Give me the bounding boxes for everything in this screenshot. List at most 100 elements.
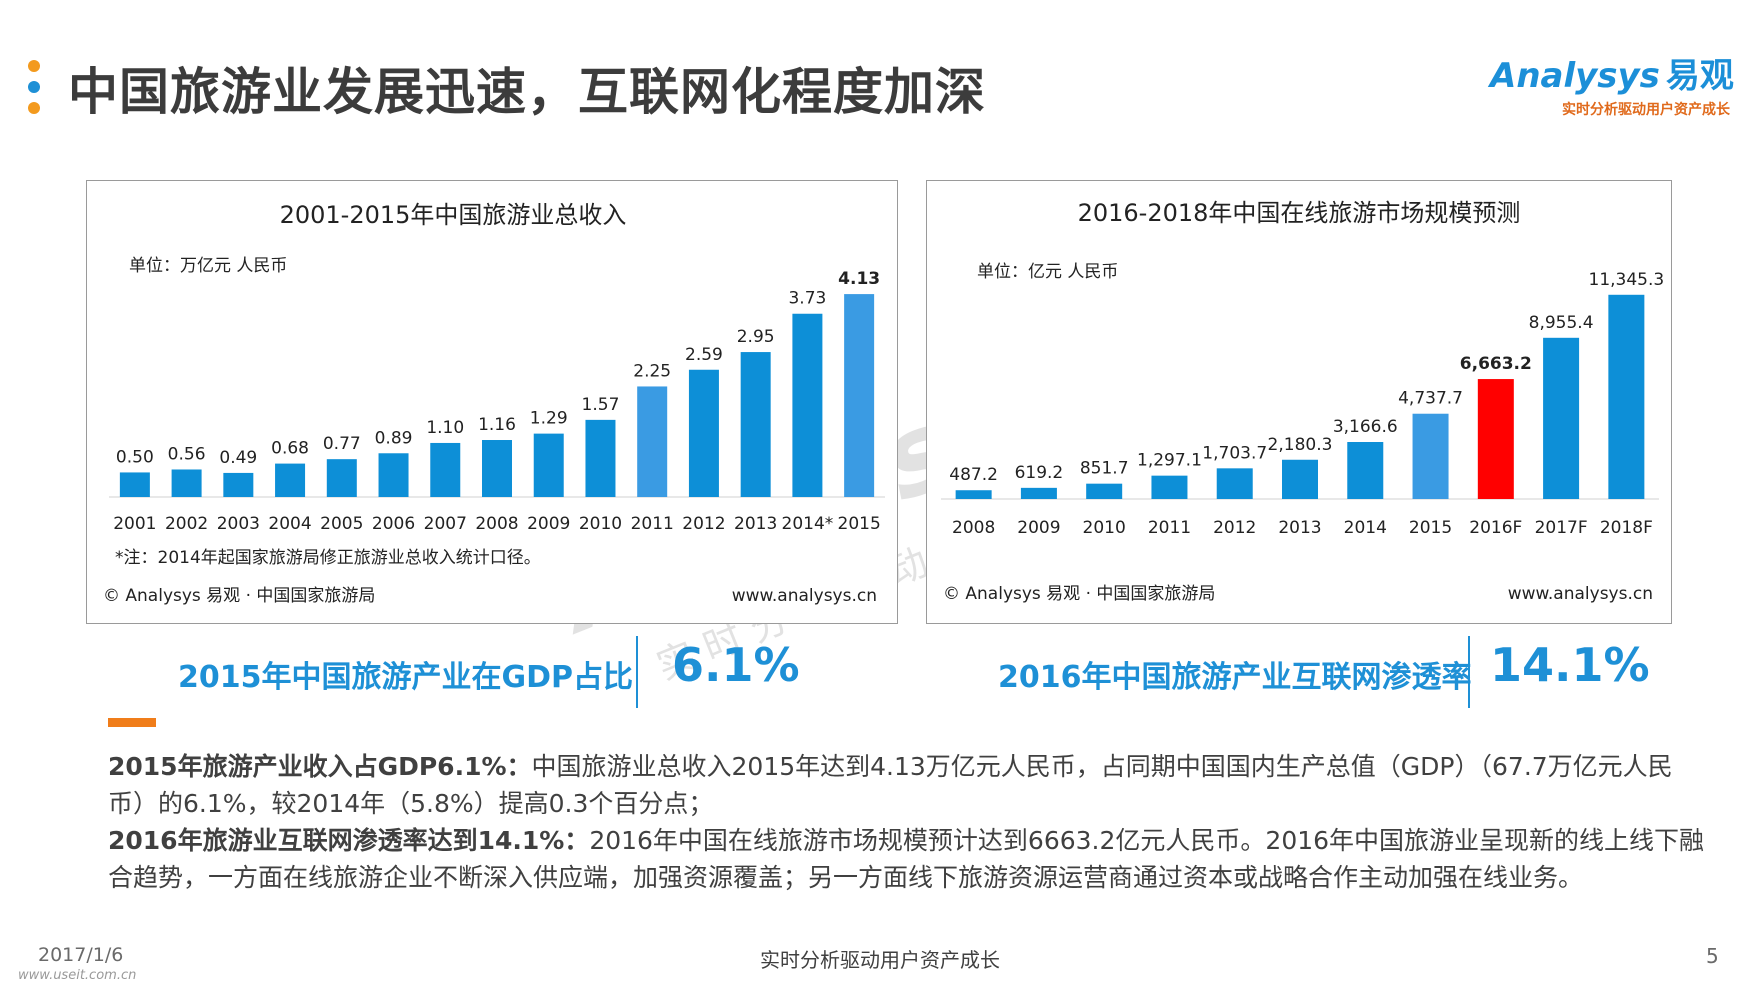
- footer-site: www.useit.com.cn: [18, 968, 137, 983]
- chart-website: www.analysys.cn: [732, 586, 877, 606]
- bar-2005: [326, 459, 357, 497]
- data-label-2004: 0.68: [271, 439, 309, 459]
- data-label-2018F: 11,345.3: [1589, 270, 1665, 290]
- bar-2004: [275, 463, 306, 497]
- data-label-2011: 1,297.1: [1137, 451, 1202, 471]
- bar-2014: [1347, 442, 1384, 499]
- category-label-2013: 2013: [734, 514, 777, 534]
- data-label-2005: 0.77: [323, 434, 361, 454]
- category-label-2015: 2015: [1409, 518, 1452, 538]
- category-label-2003: 2003: [217, 514, 260, 534]
- data-label-2011: 2.25: [633, 361, 671, 381]
- category-label-2013: 2013: [1278, 518, 1321, 538]
- bar-2013: [1282, 459, 1318, 499]
- bar-2012: [688, 369, 719, 497]
- bar-2012: [1216, 468, 1253, 499]
- data-label-2014: 3,166.6: [1333, 417, 1398, 437]
- data-label-2009: 619.2: [1015, 463, 1064, 483]
- bar-2013: [740, 352, 771, 497]
- data-label-2013: 2,180.3: [1268, 435, 1333, 455]
- category-label-2018F: 2018F: [1600, 518, 1653, 538]
- data-label-2003: 0.49: [219, 448, 257, 468]
- data-label-2008: 1.16: [478, 415, 516, 435]
- category-label-2008: 2008: [475, 514, 518, 534]
- chart-panel-revenue: 2001-2015年中国旅游业总收入 单位：万亿元 人民币 0.50 2001 0.56…: [86, 180, 898, 624]
- bar-2006: [378, 453, 409, 497]
- category-label-2004: 2004: [268, 514, 311, 534]
- bar-2014*: [792, 313, 823, 497]
- data-label-2017F: 8,955.4: [1529, 313, 1594, 333]
- brand-name-en: Analysys: [1490, 56, 1660, 96]
- bar-2009: [1020, 487, 1057, 499]
- summary-paragraph-penetration: 2016年旅游业互联网渗透率达到14.1%：2016年中国在线旅游市场规模预计达…: [108, 822, 1708, 896]
- bar-2017F: [1543, 337, 1580, 499]
- chart-unit-label: 单位：万亿元 人民币: [129, 256, 287, 276]
- bar-2011: [637, 386, 668, 497]
- data-label-2010: 851.7: [1080, 459, 1129, 479]
- category-label-2002: 2002: [165, 514, 208, 534]
- bar-2015: [844, 294, 875, 497]
- title-dots: [28, 60, 42, 123]
- bar-2001: [119, 472, 150, 497]
- brand-slogan: 实时分析驱动用户资产成长: [1562, 102, 1730, 118]
- category-label-2006: 2006: [372, 514, 415, 534]
- brand-name: Analysys 易观: [1490, 48, 1734, 97]
- chart-source: © Analysys 易观 · 中国国家旅游局: [103, 586, 375, 606]
- category-label-2016F: 2016F: [1469, 518, 1522, 538]
- bar-2011: [1151, 475, 1188, 499]
- summary-penetration-body: 2016年中国在线旅游市场规模预计达到6663.2亿元人民币。2016年中国旅游…: [108, 826, 1705, 892]
- category-label-2009: 2009: [527, 514, 570, 534]
- data-label-2001: 0.50: [116, 447, 154, 467]
- chart-website: www.analysys.cn: [1508, 584, 1653, 604]
- data-label-2008: 487.2: [949, 465, 998, 485]
- data-label-2012: 2.59: [685, 345, 723, 365]
- section-accent-bar: [108, 718, 156, 727]
- bar-2010: [1086, 483, 1123, 499]
- category-label-2008: 2008: [952, 518, 995, 538]
- chart-panel-online-market: 2016-2018年中国在线旅游市场规模预测 单位：亿元 人民币 487.2 2008…: [926, 180, 1672, 624]
- page-title: 中国旅游业发展迅速，互联网化程度加深: [68, 63, 986, 121]
- category-label-2012: 2012: [1213, 518, 1256, 538]
- brand-logo: Analysys 易观 实时分析驱动用户资产成长: [1490, 48, 1734, 119]
- data-label-2012: 1,703.7: [1202, 443, 1267, 463]
- data-label-2009: 1.29: [530, 409, 568, 429]
- page-number: 5: [1706, 944, 1719, 968]
- kpi-penetration-divider: [1468, 636, 1470, 708]
- footer-date: 2017/1/6: [38, 944, 124, 966]
- category-label-2014*: 2014*: [782, 514, 834, 534]
- bar-2009: [533, 433, 564, 497]
- chart-unit-label: 单位：亿元 人民币: [977, 262, 1118, 282]
- kpi-gdp-value: 6.1%: [672, 638, 800, 692]
- dot-blue: [28, 81, 40, 93]
- category-label-2005: 2005: [320, 514, 363, 534]
- kpi-gdp-divider: [636, 636, 638, 708]
- dot-orange-bottom: [28, 102, 40, 114]
- data-label-2014*: 3.73: [788, 289, 826, 309]
- chart-source: © Analysys 易观 · 中国国家旅游局: [943, 584, 1215, 604]
- chart-footnote: *注：2014年起国家旅游局修正旅游业总收入统计口径。: [115, 548, 541, 568]
- summary-text: 2015年旅游产业收入占GDP6.1%：中国旅游业总收入2015年达到4.13万…: [108, 748, 1708, 896]
- summary-paragraph-gdp: 2015年旅游产业收入占GDP6.1%：中国旅游业总收入2015年达到4.13万…: [108, 748, 1708, 822]
- bar-2018F: [1608, 294, 1645, 499]
- category-label-2010: 2010: [1083, 518, 1126, 538]
- data-label-2010: 1.57: [582, 395, 620, 415]
- category-label-2011: 2011: [631, 514, 674, 534]
- data-label-2016F: 6,663.2: [1460, 354, 1532, 374]
- bar-2002: [171, 469, 202, 497]
- bar-2008: [955, 490, 992, 499]
- category-label-2014: 2014: [1344, 518, 1387, 538]
- chart-title: 2001-2015年中国旅游业总收入: [280, 201, 627, 229]
- data-label-2015: 4,737.7: [1398, 389, 1463, 409]
- summary-penetration-heading: 2016年旅游业互联网渗透率达到14.1%：: [108, 826, 590, 855]
- bar-2003: [223, 472, 254, 497]
- category-label-2011: 2011: [1148, 518, 1191, 538]
- category-label-2010: 2010: [579, 514, 622, 534]
- bar-2007: [430, 442, 461, 497]
- bar-2010: [585, 419, 616, 497]
- data-label-2007: 1.10: [426, 418, 464, 438]
- bar-2008: [482, 440, 512, 497]
- kpi-penetration-label: 2016年中国旅游产业互联网渗透率: [998, 660, 1472, 695]
- footer-slogan: 实时分析驱动用户资产成长: [760, 948, 1000, 972]
- category-label-2007: 2007: [424, 514, 467, 534]
